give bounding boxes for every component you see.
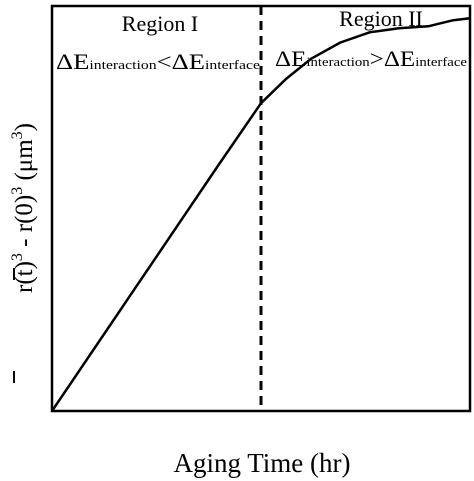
region-1-condition: ΔE interaction < ΔE interface — [56, 49, 260, 74]
region-2-condition: ΔE interaction >ΔE interface — [275, 46, 467, 71]
region-2-label: Region II — [339, 6, 423, 31]
series-line — [50, 16, 471, 412]
x-axis-label: Aging Time (hr) — [173, 448, 350, 478]
svg-text:r(t)3 - r(0)3 (μm3): r(t)3 - r(0)3 (μm3) — [9, 123, 38, 293]
y-axis-label: r(t)3 - r(0)3 (μm3) — [9, 123, 38, 383]
region-1-label: Region I — [122, 11, 198, 36]
